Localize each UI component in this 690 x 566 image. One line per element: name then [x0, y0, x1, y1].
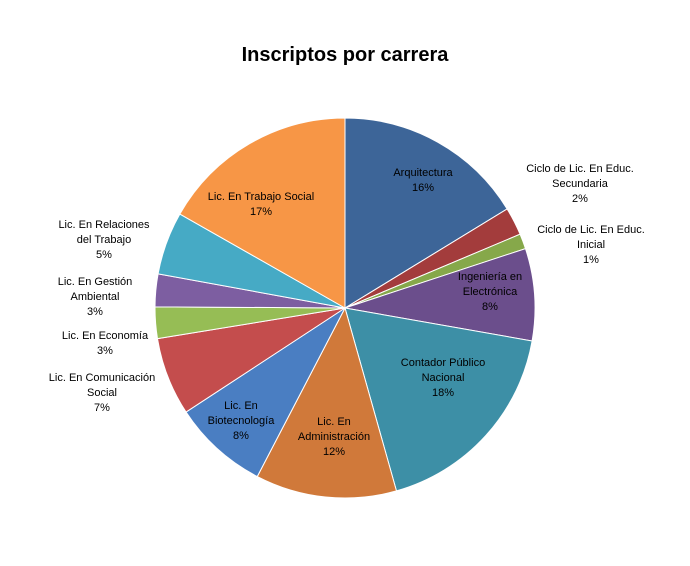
- pie-slice-ingenieria-en-electronica: [344, 247, 536, 342]
- data-label-lic-en-comunicacion-social: Lic. En Comunicación Social 7%: [49, 372, 155, 414]
- data-label-lic-en-relaciones-del-trabajo: Lic. En Relaciones del Trabajo 5%: [58, 219, 150, 261]
- data-label-ciclo-de-lic-en-educ-secundaria: Ciclo de Lic. En Educ. Secundaria 2%: [526, 163, 634, 205]
- data-label-lic-en-biotecnologia: Lic. En Biotecnología 8%: [208, 400, 276, 442]
- pie-slice-arquitectura: [344, 117, 508, 309]
- data-label-ciclo-de-lic-en-educ-inicial: Ciclo de Lic. En Educ. Inicial 1%: [537, 224, 645, 266]
- data-label-arquitectura: Arquitectura 16%: [393, 167, 453, 194]
- pie-slice-lic-en-administracion: [256, 306, 398, 499]
- data-label-lic-en-trabajo-social: Lic. En Trabajo Social 17%: [208, 191, 314, 218]
- data-label-lic-en-economia: Lic. En Economía 3%: [62, 330, 149, 357]
- pie-slice-lic-en-biotecnologia: [185, 306, 347, 478]
- data-label-lic-en-gestion-ambiental: Lic. En Gestión Ambiental 3%: [58, 276, 133, 318]
- pie-slice-lic-en-trabajo-social: [179, 117, 346, 309]
- data-label-contador-publico-nacional: Contador Público Nacional 18%: [401, 357, 485, 399]
- data-label-ingenieria-en-electronica: Ingeniería en Electrónica 8%: [458, 271, 522, 313]
- chart-title: Inscriptos por carrera: [241, 44, 449, 66]
- pie-slice-contador-publico-nacional: [344, 307, 533, 492]
- data-label-lic-en-administracion: Lic. En Administración 12%: [298, 416, 370, 458]
